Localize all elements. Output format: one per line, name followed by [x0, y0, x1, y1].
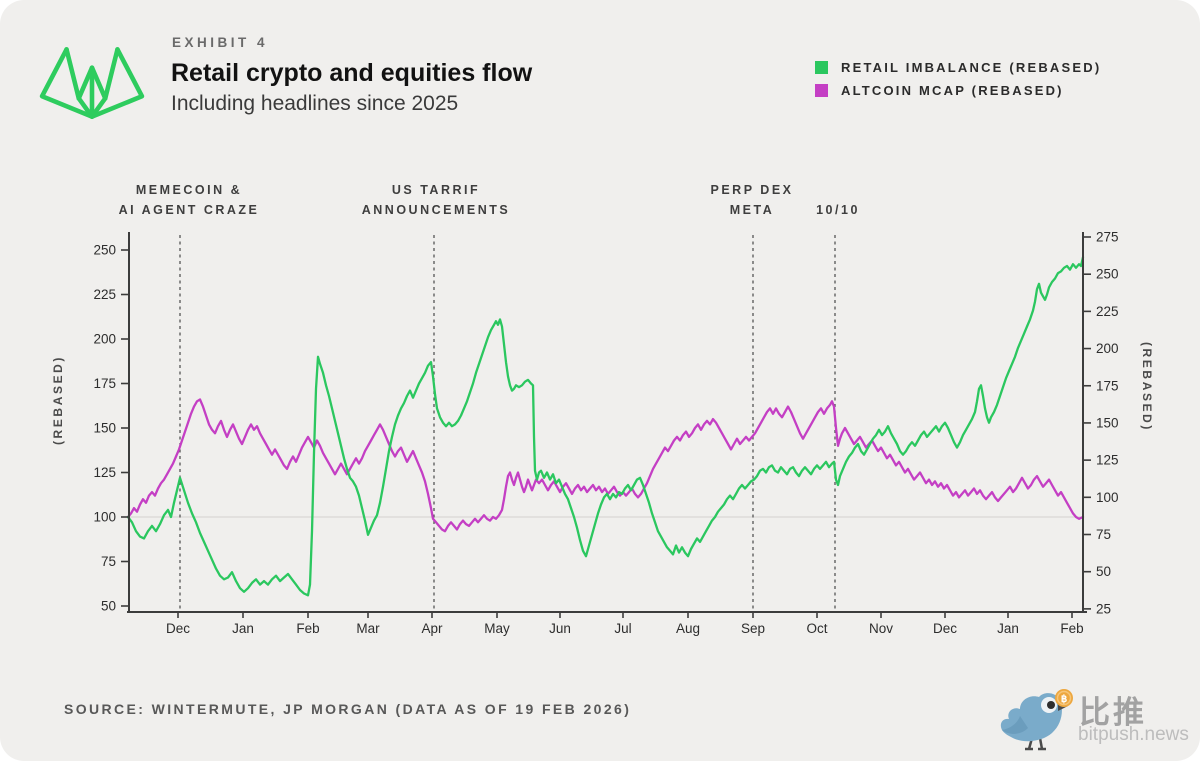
right-tick-label: 225 [1096, 304, 1119, 319]
left-tick-label: 200 [93, 332, 116, 347]
bitpush-brand-name: 比推 [1079, 695, 1147, 730]
left-tick-label: 150 [93, 421, 116, 436]
right-tick-label: 200 [1096, 341, 1119, 356]
left-tick-label: 125 [93, 465, 116, 480]
right-tick-label: 150 [1096, 415, 1119, 430]
axes [127, 232, 1087, 613]
legend-label: ALTCOIN MCAP (REBASED) [841, 83, 1064, 98]
annotation-line: PERP DEX [710, 183, 794, 197]
bitpush-bird-logo: ฿ [1000, 689, 1073, 751]
left-tick-label: 175 [93, 376, 116, 391]
legend-swatch-green [815, 61, 828, 74]
annotation: MEMECOIN & AI AGENT CRAZE [119, 180, 260, 220]
annotation: 10/10 [816, 200, 860, 220]
right-tick-label: 100 [1096, 490, 1119, 505]
left-tick-label: 225 [93, 287, 116, 302]
annotation-line: META [729, 203, 775, 217]
x-tick-label: Feb [296, 621, 319, 636]
annotation-line: US TARRIF [391, 183, 481, 197]
x-tick-label: Sep [741, 621, 765, 636]
x-tick-label: Dec [933, 621, 957, 636]
right-tick-label: 175 [1096, 378, 1119, 393]
source-note: SOURCE: WINTERMUTE, JP MORGAN (DATA AS O… [64, 701, 632, 717]
x-tick-label: Jan [997, 621, 1019, 636]
x-tick-label: Feb [1060, 621, 1083, 636]
x-tick-label: Nov [869, 621, 893, 636]
legend-label: RETAIL IMBALANCE (REBASED) [841, 60, 1102, 75]
right-tick-label: 25 [1096, 601, 1111, 616]
x-tick-label: Dec [166, 621, 190, 636]
x-tick-label: Aug [676, 621, 700, 636]
event-dash-lines [179, 235, 836, 612]
tick-marks [121, 236, 1091, 618]
x-tick-label: Jul [614, 621, 631, 636]
left-tick-label: 75 [101, 554, 116, 569]
legend-item-altcoin-mcap: ALTCOIN MCAP (REBASED) [815, 83, 1101, 98]
series-line [126, 255, 1085, 597]
svg-text:฿: ฿ [1061, 694, 1067, 705]
annotation-line: 10/10 [816, 203, 860, 217]
data-series [126, 255, 1085, 597]
right-tick-label: 50 [1096, 564, 1111, 579]
event-annotations: MEMECOIN & AI AGENT CRAZE US TARRIF ANNOUNC… [0, 0, 1200, 230]
x-tick-label: Apr [421, 621, 443, 636]
right-tick-label: 125 [1096, 453, 1119, 468]
annotation-line: MEMECOIN & [135, 183, 243, 197]
page-subtitle: Including headlines since 2025 [171, 92, 459, 115]
legend-item-retail-imbalance: RETAIL IMBALANCE (REBASED) [815, 60, 1101, 75]
page-title: Retail crypto and equities flow [171, 59, 533, 87]
left-tick-label: 50 [101, 599, 116, 614]
bitcoin-badge-icon: ฿ [1055, 689, 1073, 707]
chart-legend: RETAIL IMBALANCE (REBASED) ALTCOIN MCAP … [815, 60, 1101, 98]
legend-swatch-magenta [815, 84, 828, 97]
tick-labels: 250 225 200 175 150 125 100 75 50 275 250 225 200 175… [93, 230, 1118, 637]
x-tick-label: May [484, 621, 510, 636]
annotation: PERP DEX META [711, 180, 794, 220]
right-tick-label: 75 [1096, 527, 1111, 542]
annotation-line: AI AGENT CRAZE [118, 203, 260, 217]
x-tick-label: Jun [549, 621, 571, 636]
series-line [126, 398, 1085, 533]
wintermute-logo [39, 47, 145, 119]
bitpush-domain: bitpush.news [1078, 724, 1189, 745]
annotation-line: ANNOUNCEMENTS [361, 203, 511, 217]
x-tick-label: Oct [806, 621, 827, 636]
left-tick-label: 100 [93, 510, 116, 525]
left-tick-label: 250 [93, 243, 116, 258]
right-tick-label: 275 [1096, 230, 1119, 245]
right-tick-label: 250 [1096, 267, 1119, 282]
annotation: US TARRIF ANNOUNCEMENTS [362, 180, 510, 220]
x-tick-label: Mar [356, 621, 380, 636]
exhibit-label: EXHIBIT 4 [172, 35, 269, 50]
x-tick-label: Jan [232, 621, 254, 636]
